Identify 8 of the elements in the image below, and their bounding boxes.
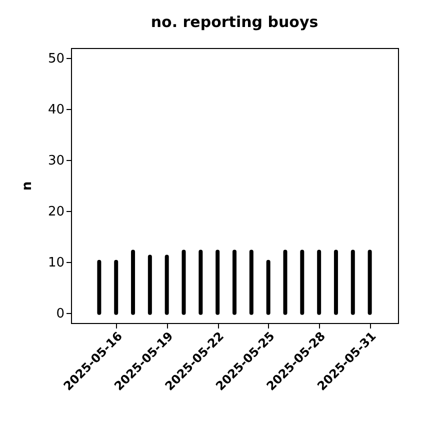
y-tick-label: 0 xyxy=(56,306,64,322)
chart-title: no. reporting buoys xyxy=(150,13,318,31)
y-tick-label: 10 xyxy=(48,255,64,270)
y-axis-title: n xyxy=(20,181,35,191)
y-tick-label: 50 xyxy=(48,52,64,67)
y-tick-label: 30 xyxy=(48,154,64,169)
y-tick-label: 20 xyxy=(48,204,64,220)
y-tick-label: 40 xyxy=(48,102,64,118)
